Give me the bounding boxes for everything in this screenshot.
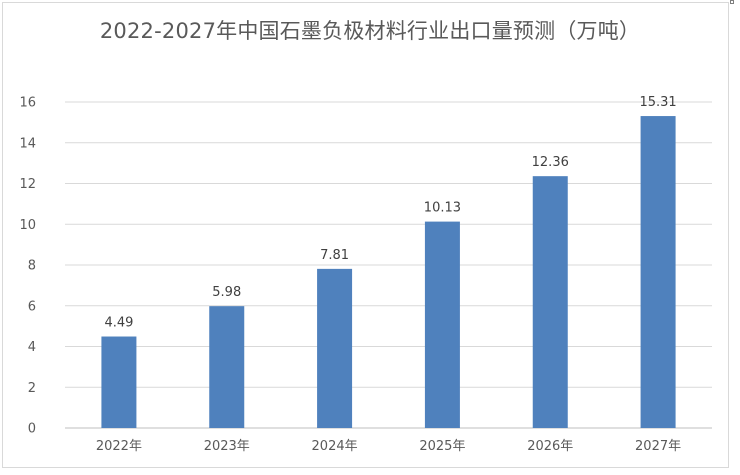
bars <box>101 116 676 428</box>
data-label: 10.13 <box>424 201 461 216</box>
y-tick-label: 16 <box>19 96 36 111</box>
y-tick-label: 10 <box>19 218 36 233</box>
bar <box>640 116 676 428</box>
y-tick-label: 12 <box>19 177 36 192</box>
y-tick-label: 2 <box>28 381 36 396</box>
data-label: 7.81 <box>320 248 349 263</box>
data-label: 4.49 <box>104 316 133 331</box>
data-label: 12.36 <box>532 155 569 170</box>
corner-handle <box>730 0 734 4</box>
bar <box>101 336 137 428</box>
chart-title: 2022-2027年中国石墨负极材料行业出口量预测（万吨） <box>99 19 641 43</box>
x-tick-label: 2025年 <box>419 439 465 454</box>
x-axis-tick-labels: 2022年 2023年 2024年 2025年 2026年 2027年 <box>96 439 681 454</box>
x-tick-label: 2027年 <box>635 439 681 454</box>
data-label: 15.31 <box>639 95 676 110</box>
bar <box>532 176 568 428</box>
y-tick-label: 4 <box>28 340 36 355</box>
bar <box>317 268 353 428</box>
bar <box>424 221 460 428</box>
gridlines <box>65 101 712 429</box>
x-tick-label: 2024年 <box>312 439 358 454</box>
x-tick-label: 2026年 <box>527 439 573 454</box>
x-tick-label: 2023年 <box>204 439 250 454</box>
y-tick-label: 8 <box>28 259 36 274</box>
data-labels: 4.49 5.98 7.81 10.13 12.36 15.31 <box>104 95 676 330</box>
x-tick-label: 2022年 <box>96 439 142 454</box>
bar <box>209 306 245 428</box>
data-label: 5.98 <box>212 285 241 300</box>
y-tick-label: 14 <box>19 136 36 151</box>
y-tick-label: 0 <box>28 422 36 437</box>
y-axis-tick-labels: 0 2 4 6 8 10 12 14 16 <box>19 96 36 437</box>
y-tick-label: 6 <box>28 299 36 314</box>
